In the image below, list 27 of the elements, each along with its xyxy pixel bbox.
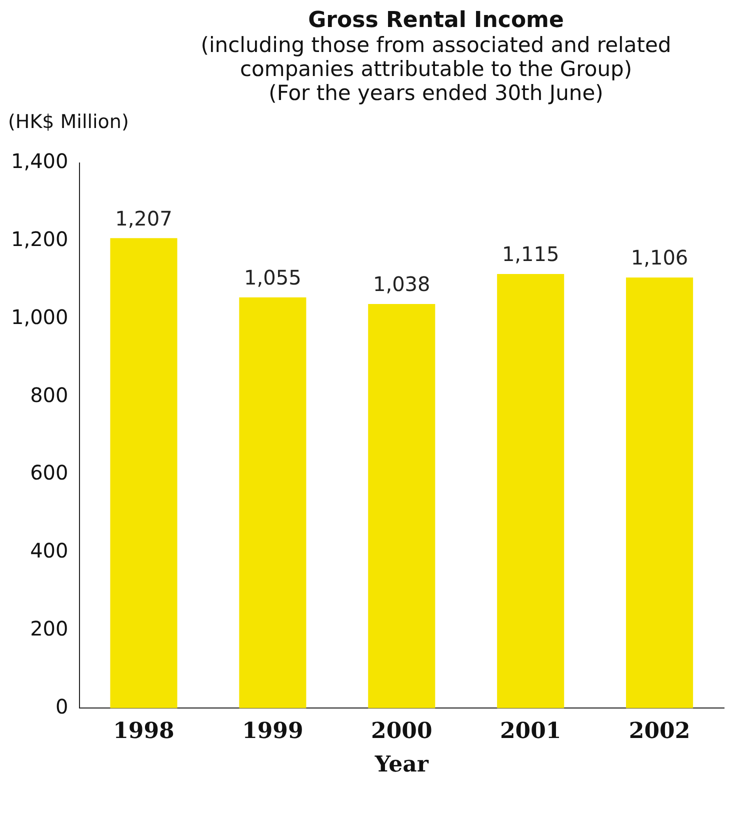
x-tick-label: 2001 — [500, 718, 562, 744]
y-tick-label: 1,400 — [10, 149, 68, 174]
y-tick-label: 800 — [30, 382, 68, 407]
chart-title: Gross Rental Income — [307, 8, 565, 33]
y-axis-title: (HK$ Million) — [8, 111, 130, 133]
x-tick-label: 1999 — [242, 718, 304, 744]
bar — [110, 238, 178, 708]
x-tick-label: 2000 — [371, 718, 432, 744]
data-label: 1,115 — [502, 242, 560, 266]
y-tick-label: 200 — [30, 616, 68, 641]
x-tick-label: 1998 — [113, 718, 174, 744]
y-tick-label: 600 — [30, 460, 68, 485]
y-tick-label: 0 — [56, 694, 68, 718]
chart-subtitle: (including those from associated and related companies attributable to the Group) (For the years ended 30th June) — [200, 33, 672, 105]
data-label: 1,055 — [244, 266, 302, 290]
x-tick-label: 2002 — [628, 718, 690, 744]
bar — [368, 304, 436, 708]
y-tick-label: 1,200 — [10, 227, 68, 252]
bar — [626, 277, 694, 708]
y-tick-label: 400 — [30, 538, 68, 563]
data-label: 1,106 — [630, 246, 688, 270]
data-label: 1,207 — [115, 206, 172, 230]
bar — [497, 274, 564, 708]
data-label: 1,038 — [372, 272, 430, 296]
bar — [239, 297, 306, 708]
y-tick-label: 1,000 — [10, 304, 68, 329]
x-axis-title: Year — [374, 752, 429, 778]
